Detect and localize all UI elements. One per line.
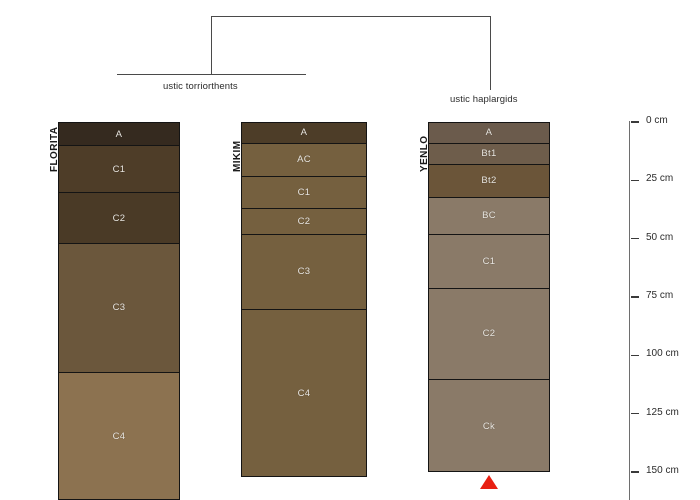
depth-tick-label: 100 cm <box>646 348 679 360</box>
soil-column-yenlo: A Bt1 Bt2 BC C1 C2 Ck <box>428 122 550 472</box>
profile-marker-triangle-icon <box>480 474 498 489</box>
horizon-label: AC <box>297 154 311 166</box>
depth-tick <box>631 179 639 182</box>
depth-tick-label: 150 cm <box>646 464 679 476</box>
horizon-label: C4 <box>297 388 311 400</box>
depth-tick-label: 25 cm <box>646 173 674 185</box>
soil-horizon: Bt1 <box>429 143 549 165</box>
group-label-ustic-haplargids: ustic haplargids <box>450 94 518 105</box>
depth-tick <box>631 471 639 473</box>
depth-tick <box>631 121 639 123</box>
dendrogram-group-bar-left <box>117 74 306 75</box>
soil-horizon: C4 <box>242 309 366 476</box>
depth-tick <box>631 237 639 240</box>
horizon-label: C2 <box>482 328 496 340</box>
depth-tick-label: 0 cm <box>646 115 668 126</box>
soil-horizon: C1 <box>429 234 549 289</box>
horizon-label: Ck <box>482 420 496 432</box>
soil-horizon: C1 <box>242 176 366 210</box>
horizon-label: C1 <box>297 186 311 198</box>
soil-horizon: A <box>59 123 179 147</box>
depth-tick <box>631 296 639 298</box>
horizon-label: C2 <box>297 216 311 228</box>
soil-horizon: C3 <box>242 234 366 310</box>
soil-column-florita: A C1 C2 C3 C4 <box>58 122 180 500</box>
horizon-label: C3 <box>297 266 311 278</box>
dendrogram-branch-right <box>490 16 491 90</box>
horizon-label: C2 <box>112 212 126 224</box>
soil-horizon: C2 <box>429 288 549 380</box>
dendrogram-branch-left <box>211 16 212 74</box>
horizon-label: A <box>485 127 493 139</box>
soil-horizon: Ck <box>429 379 549 471</box>
depth-tick <box>631 354 639 356</box>
horizon-label: A <box>300 127 308 139</box>
soil-horizon: Bt2 <box>429 164 549 198</box>
depth-tick-label: 75 cm <box>646 289 674 301</box>
horizon-label: A <box>115 128 123 140</box>
soil-horizon: C1 <box>59 146 179 193</box>
group-label-ustic-torriorthents: ustic torriorthents <box>163 81 238 92</box>
horizon-label: BC <box>482 210 496 222</box>
dendrogram-top-bar <box>211 16 491 17</box>
soil-horizon: A <box>242 123 366 144</box>
depth-tick <box>631 412 639 415</box>
soil-horizon: AC <box>242 143 366 177</box>
soil-column-mikim: A AC C1 C2 C3 C4 <box>241 122 367 477</box>
soil-horizon: C3 <box>59 244 179 373</box>
soil-horizon: C2 <box>59 192 179 245</box>
soil-horizon: A <box>429 123 549 144</box>
soil-horizon: C4 <box>59 372 179 499</box>
horizon-label: C3 <box>112 302 126 314</box>
soil-horizon: C2 <box>242 209 366 235</box>
depth-axis-spine <box>629 121 631 500</box>
horizon-label: C1 <box>482 255 496 267</box>
horizon-label: Bt1 <box>481 148 497 160</box>
soil-horizon: BC <box>429 197 549 235</box>
horizon-label: C1 <box>112 163 126 175</box>
depth-tick-label: 50 cm <box>646 231 674 243</box>
horizon-label: Bt2 <box>481 175 497 187</box>
depth-tick-label: 125 cm <box>646 406 679 418</box>
horizon-label: C4 <box>112 431 126 443</box>
